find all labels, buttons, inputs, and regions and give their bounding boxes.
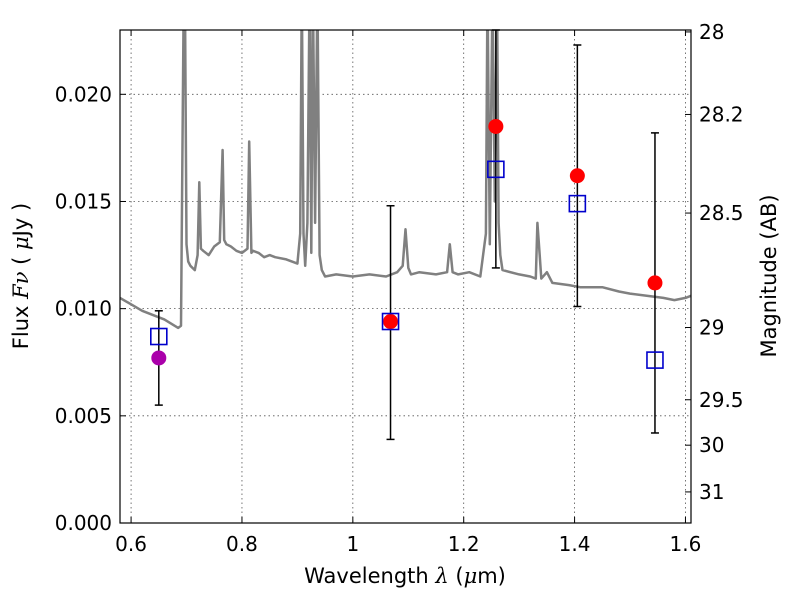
- y-tick-label: 0.020: [55, 82, 112, 106]
- detection-point: [383, 314, 399, 330]
- x-axis-label: Wavelength λ (μm): [304, 564, 506, 588]
- detection-point: [569, 168, 585, 184]
- spectrum-line: [120, 30, 691, 330]
- data-layer: [120, 30, 691, 330]
- y-axis-label: Flux Fν ( μJy ): [9, 203, 33, 349]
- y-tick-label: 0.005: [55, 404, 112, 428]
- y2-tick-label: 28.5: [699, 201, 744, 225]
- model-point: [646, 351, 664, 369]
- y2-axis-label: Magnitude (AB): [757, 194, 781, 357]
- x-tick-label: 0.6: [115, 532, 147, 556]
- tick-labels: 0.6 0.8 1 1.2 1.4 1.6 0.000 0.005 0.010 0.015 0.02…: [55, 20, 744, 556]
- x-tick-label: 0.8: [226, 532, 258, 556]
- y2-tick-label: 28.2: [699, 102, 744, 126]
- y2-tick-label: 29: [699, 316, 724, 340]
- errorbar-layer: [150, 29, 664, 441]
- y2-tick-label: 28: [699, 20, 724, 44]
- x-tick-label: 1.4: [559, 532, 591, 556]
- detection-point: [488, 118, 504, 134]
- model-point: [487, 160, 505, 179]
- model-point: [381, 312, 400, 331]
- y2-tick-label: 31: [699, 480, 724, 504]
- model-point: [150, 327, 168, 346]
- y2-tick-label: 29.5: [699, 388, 744, 412]
- y-tick-label: 0.015: [55, 189, 112, 213]
- plot-background: [120, 30, 691, 523]
- y-tick-label: 0.000: [55, 511, 112, 535]
- x-tick-label: 1: [346, 532, 359, 556]
- x-tick-label: 1.2: [448, 532, 480, 556]
- y2-tick-label: 30: [699, 433, 724, 457]
- plot-frame: [119, 29, 692, 524]
- tick-marks: [120, 30, 691, 524]
- y-tick-label: 0.010: [55, 297, 112, 321]
- model-point: [568, 194, 587, 213]
- detection-point: [647, 275, 663, 291]
- x-tick-label: 1.6: [670, 532, 702, 556]
- special-point: [151, 350, 167, 366]
